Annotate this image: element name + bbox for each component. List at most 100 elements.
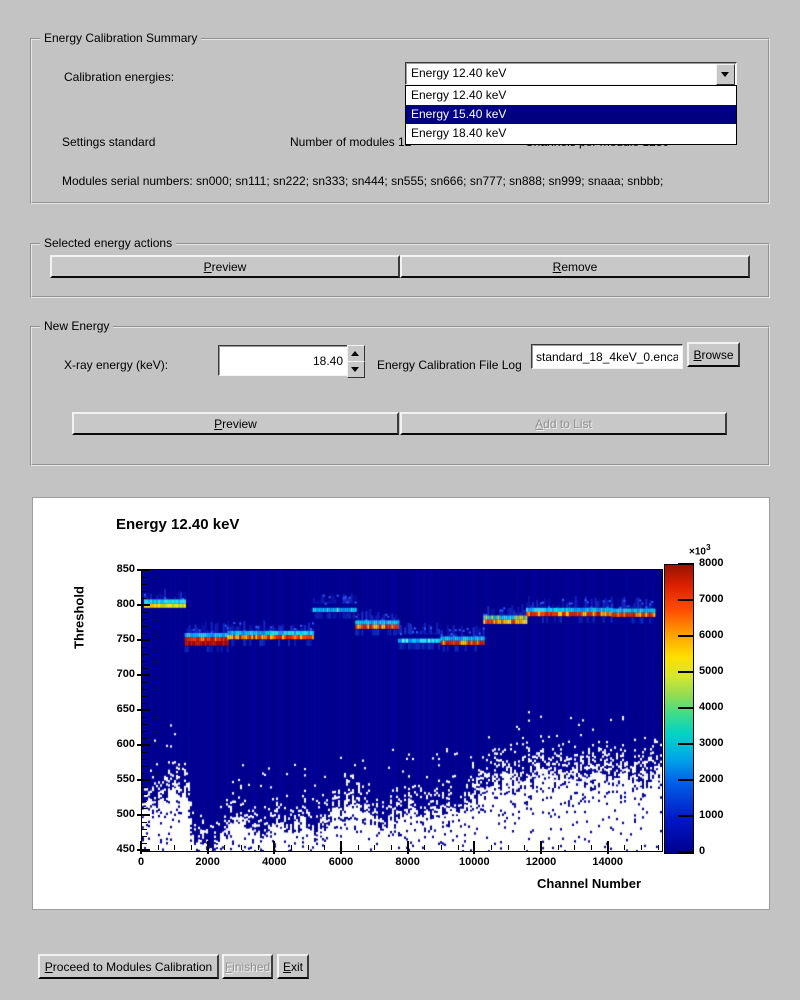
x-minor-tick (191, 845, 192, 850)
y-tick (137, 849, 150, 852)
y-minor-tick (142, 822, 147, 824)
xray-energy-spinbox[interactable] (218, 345, 348, 376)
x-minor-tick (507, 845, 509, 850)
y-minor-tick (142, 668, 147, 670)
group-title-actions: Selected energy actions (40, 236, 177, 250)
x-minor-tick (207, 845, 209, 850)
x-minor-tick (241, 845, 242, 850)
y-minor-tick (142, 808, 147, 810)
x-tick-label: 8000 (395, 856, 420, 868)
x-minor-tick (324, 845, 326, 850)
x-minor-tick (491, 845, 492, 850)
preview-selected-button[interactable]: Preview (50, 255, 400, 278)
plot-frame (141, 569, 663, 852)
chevron-down-icon (721, 72, 729, 77)
colorbar-multiplier: ×103 (689, 542, 711, 558)
x-tick-label: 2000 (195, 856, 220, 868)
x-minor-tick (474, 845, 476, 850)
y-minor-tick (142, 717, 147, 719)
y-minor-tick (142, 633, 147, 635)
x-minor-tick (624, 845, 626, 850)
y-minor-tick (142, 570, 147, 572)
x-minor-tick (257, 845, 259, 850)
group-title-new-energy: New Energy (40, 319, 114, 333)
x-tick-label: 14000 (592, 856, 623, 868)
colorbar-tick (678, 779, 694, 781)
colorbar-tick (678, 743, 694, 745)
y-minor-tick (142, 843, 147, 845)
y-minor-tick (142, 801, 147, 803)
browse-button[interactable]: Browse (687, 342, 740, 367)
chevron-down-small-icon (351, 367, 359, 372)
remove-button[interactable]: Remove (400, 255, 750, 278)
x-tick (140, 841, 142, 854)
y-minor-tick (142, 738, 147, 740)
y-minor-tick (142, 591, 147, 593)
spin-up-button[interactable] (347, 345, 365, 362)
y-tick-label: 450 (116, 843, 135, 856)
x-minor-tick (307, 845, 309, 850)
y-minor-tick (142, 689, 147, 691)
x-tick-label: 6000 (328, 856, 354, 868)
y-minor-tick (142, 640, 147, 642)
exit-button[interactable]: Exit (277, 954, 309, 979)
file-log-input[interactable] (531, 344, 683, 369)
y-minor-tick (142, 647, 147, 649)
x-minor-tick (224, 845, 226, 850)
x-tick-label: 0 (137, 856, 145, 868)
y-minor-tick (142, 661, 147, 663)
x-minor-tick (274, 845, 276, 850)
colorbar-tick-label: 2000 (699, 773, 724, 785)
y-minor-tick (142, 759, 147, 761)
colorbar-tick-label: 8000 (699, 557, 724, 569)
colorbar-tick-label: 6000 (699, 629, 724, 641)
x-minor-tick (541, 845, 542, 850)
y-minor-tick (142, 605, 147, 607)
preview-new-button[interactable]: Preview (72, 412, 399, 435)
x-minor-tick (574, 845, 576, 850)
y-tick-label: 700 (116, 668, 135, 681)
x-minor-tick (407, 845, 409, 850)
dropdown-item-energy-18-40[interactable]: Energy 18.40 keV (411, 126, 507, 140)
file-log-label: Energy Calibration File Log (377, 358, 522, 372)
x-minor-tick (441, 845, 442, 850)
y-minor-tick (142, 794, 147, 796)
y-minor-tick (142, 612, 147, 614)
settings-standard-label: Settings standard (62, 135, 156, 149)
colorbar-tick-label: 1000 (699, 809, 724, 821)
y-minor-tick (142, 682, 147, 684)
energy-combobox[interactable]: Energy 12.40 keV (405, 62, 737, 85)
colorbar-tick (678, 707, 694, 709)
y-tick-label: 550 (116, 773, 135, 786)
finished-button: Finished (222, 954, 273, 979)
proceed-to-modules-calibration-button[interactable]: Proceed to Modules Calibration (38, 954, 219, 979)
x-minor-tick (591, 845, 592, 850)
chevron-up-icon (351, 351, 359, 356)
colorbar-tick-label: 3000 (699, 737, 724, 749)
combobox-value: Energy 12.40 keV (411, 66, 507, 80)
group-new-energy: New Energy X-ray energy (keV): Energy Ca… (30, 319, 770, 466)
y-minor-tick (142, 584, 147, 586)
x-minor-tick (357, 845, 359, 850)
x-axis-title: Channel Number (536, 876, 641, 891)
dropdown-item-energy-15-40[interactable]: Energy 15.40 keV (406, 105, 736, 124)
y-minor-tick (142, 787, 147, 789)
colorbar-tick (678, 671, 694, 673)
add-to-list-button: Add to List (400, 412, 727, 435)
x-minor-tick (524, 845, 526, 850)
spin-down-button[interactable] (347, 361, 365, 378)
energy-dropdown-list: Energy 12.40 keV Energy 15.40 keV Energy… (405, 85, 737, 145)
x-tick-label: 12000 (525, 856, 557, 868)
combobox-arrow-button[interactable] (716, 64, 735, 85)
x-minor-tick (657, 845, 659, 850)
y-minor-tick (142, 598, 147, 600)
y-minor-tick (142, 780, 147, 782)
x-tick-label: 10000 (459, 856, 490, 868)
colorbar-tick (678, 635, 694, 637)
y-tick-label: 650 (116, 703, 135, 716)
y-minor-tick (142, 577, 147, 579)
y-minor-tick (142, 773, 147, 775)
plot-canvas-area: Energy 12.40 keV Threshold Channel Numbe… (32, 497, 770, 910)
dropdown-item-energy-12-40[interactable]: Energy 12.40 keV (411, 88, 507, 102)
